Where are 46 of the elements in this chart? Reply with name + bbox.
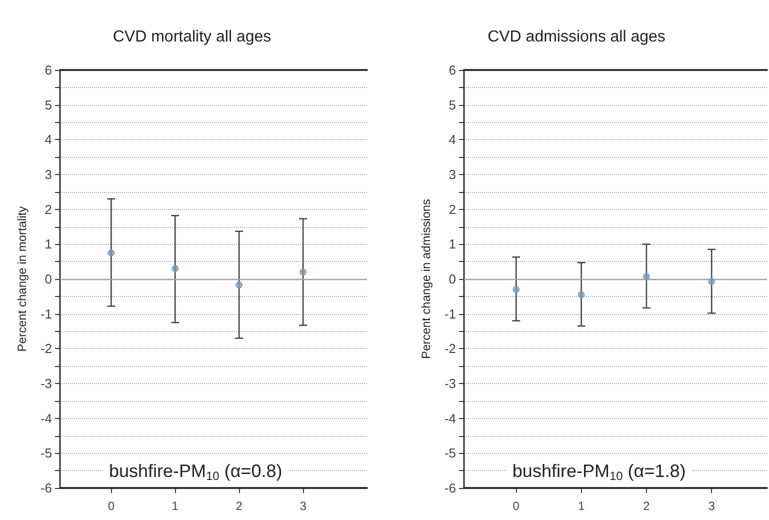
y-tick-label: 0 [448, 272, 456, 286]
y-tick-label: -2 [444, 341, 456, 356]
y-tick-label: -1 [40, 306, 52, 322]
y-tick-label: 1 [44, 236, 52, 252]
x-tick-label: 3 [708, 499, 716, 513]
y-axis-title: Percent change in admissions [419, 198, 433, 360]
x-tick-label: 3 [300, 499, 307, 513]
y-tick-label: -5 [40, 446, 52, 461]
y-tick-label: 4 [44, 132, 52, 148]
x-tick-label: 1 [578, 499, 585, 513]
point [300, 268, 307, 276]
y-tick-label: -6 [40, 480, 52, 496]
point [172, 265, 179, 272]
y-tick-label: -1 [444, 306, 456, 322]
x-tick-label: 0 [108, 499, 115, 513]
y-tick-label: 1 [448, 236, 456, 252]
y-tick-label: 0 [44, 272, 52, 286]
y-tick-label: -4 [444, 410, 456, 426]
y-tick-label: -4 [40, 410, 52, 426]
point [108, 249, 115, 256]
point [578, 291, 585, 298]
y-tick-label: -6 [444, 480, 456, 496]
point [642, 273, 650, 280]
y-tick-label: 3 [44, 167, 52, 182]
y-tick-label: 6 [448, 62, 456, 78]
y-tick-label: 6 [44, 62, 52, 78]
y-tick-label: 5 [448, 97, 456, 112]
x-tick-label: 1 [172, 499, 179, 513]
y-tick-label: -3 [444, 376, 456, 391]
point [512, 286, 520, 293]
point [708, 278, 716, 285]
y-tick-label: -3 [40, 376, 52, 391]
y-tick-label: -5 [444, 446, 456, 461]
y-tick-label: -2 [40, 341, 52, 356]
chart-title: CVD admissions all ages [488, 28, 666, 46]
y-tick-label: 2 [448, 202, 456, 217]
y-tick-label: 3 [448, 167, 456, 182]
x-tick-label: 0 [512, 499, 520, 513]
point [236, 281, 243, 288]
y-tick-label: 2 [44, 202, 52, 217]
chart-title: CVD mortality all ages [112, 28, 272, 46]
x-tick-label: 2 [643, 499, 650, 513]
y-axis-title: Percent change in mortality [15, 206, 29, 352]
y-tick-label: 5 [44, 97, 52, 112]
x-tick-label: 2 [236, 499, 243, 513]
y-tick-label: 4 [448, 132, 456, 148]
